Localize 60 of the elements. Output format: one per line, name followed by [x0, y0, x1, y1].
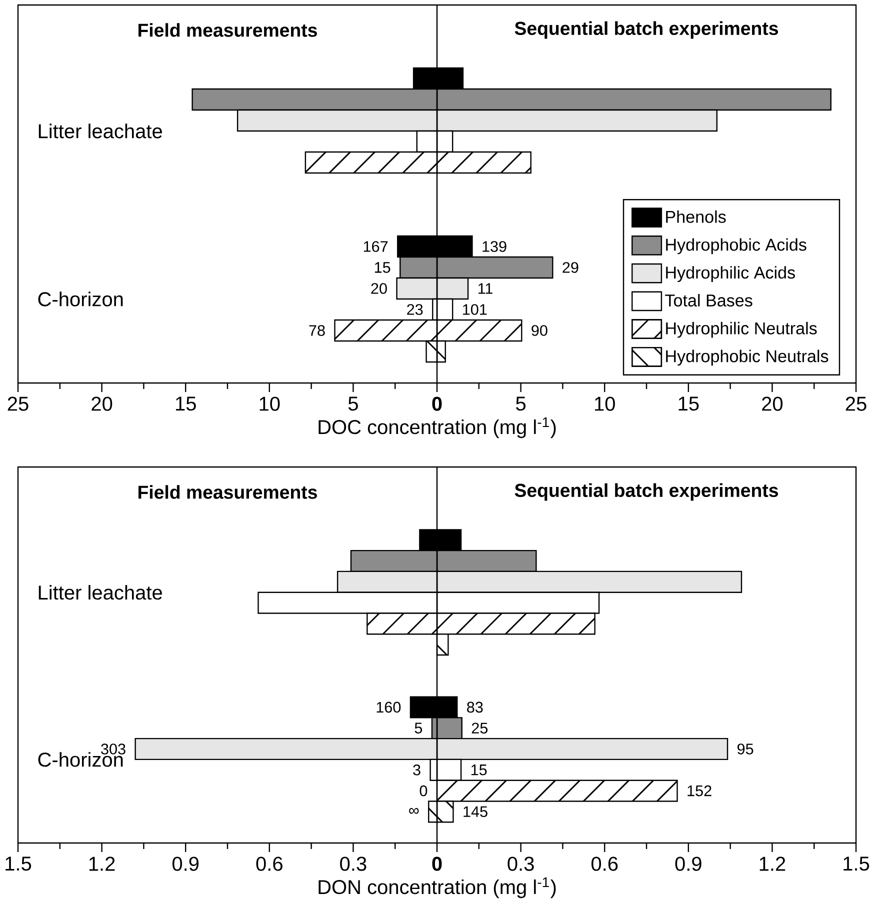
annotation: 23: [407, 304, 423, 315]
annotation: 11: [478, 283, 492, 294]
annotation: 101: [463, 304, 487, 315]
annotation: Field measurements: [138, 23, 317, 37]
annotation: Field measurements: [138, 485, 317, 499]
x-tick-label: 15: [678, 396, 699, 411]
x-tick-label: 20: [92, 396, 112, 411]
annotation: 0: [420, 785, 428, 796]
x-tick-label: 15: [176, 396, 196, 411]
annotation: 83: [467, 702, 483, 713]
x-tick-label: 10: [260, 396, 280, 411]
x-tick-label: 1.5: [844, 856, 870, 871]
x-tick-label: 0.3: [340, 856, 366, 871]
x-tick-label: 1.5: [6, 856, 32, 871]
legend-label: Phenols: [666, 210, 726, 223]
x-tick-label: 10: [595, 396, 615, 411]
legend-label: Hydrophobic Neutrals: [666, 350, 828, 366]
annotation: 78: [309, 325, 325, 336]
legend-label: Total Bases: [665, 294, 752, 307]
x-tick-label: 5: [516, 396, 526, 411]
annotation: 15: [471, 764, 487, 776]
annotation: 167: [364, 241, 388, 252]
legend-label: Hydrophilic Acids: [666, 266, 795, 282]
annotation: 95: [737, 744, 754, 754]
x-tick-label: 20: [762, 396, 783, 411]
x-tick-label: 25: [846, 396, 866, 411]
annotation: 15: [374, 262, 390, 273]
x-tick-label: 0: [432, 396, 442, 411]
annotation: 25: [472, 722, 488, 734]
annotation: Sequential batch experiments: [514, 21, 778, 39]
annotation: 5: [414, 722, 422, 734]
annotation: 3: [413, 764, 420, 776]
annotation: Litter leachate: [38, 124, 162, 138]
x-tick-label: 0.9: [172, 856, 199, 871]
annotation: 29: [562, 262, 578, 273]
x-tick-label: 0.6: [591, 856, 618, 871]
x-tick-label: 1.2: [760, 856, 786, 871]
x-tick-label: 0: [432, 856, 442, 871]
annotation: 20: [371, 283, 387, 294]
annotation: 160: [376, 702, 401, 713]
x-axis-title: DOC concentration (mg l$^{-1}$): [318, 417, 556, 438]
annotation: 90: [532, 325, 548, 336]
annotation: Litter leachate: [38, 585, 162, 600]
x-tick-label: 25: [8, 396, 28, 411]
annotation: C-horizon: [38, 292, 123, 306]
x-tick-label: 0.6: [256, 856, 282, 871]
annotation: 145: [464, 806, 488, 818]
annotation: 139: [482, 241, 506, 252]
x-axis-title: DON concentration (mg l$^{-1}$): [318, 877, 556, 898]
annotation: 152: [688, 785, 712, 796]
annotation: 303: [101, 744, 126, 754]
legend-label: Hydrophilic Neutrals: [666, 322, 817, 338]
annotation: ∞: [409, 808, 419, 814]
x-tick-label: 0.3: [508, 856, 534, 871]
annotation: Sequential batch experiments: [514, 483, 778, 501]
x-tick-label: 0.9: [675, 856, 702, 871]
legend-label: Hydrophobic Acids: [666, 238, 806, 254]
x-tick-label: 5: [348, 396, 358, 411]
annotation: C-horizon: [38, 752, 123, 767]
x-tick-label: 1.2: [89, 856, 115, 871]
